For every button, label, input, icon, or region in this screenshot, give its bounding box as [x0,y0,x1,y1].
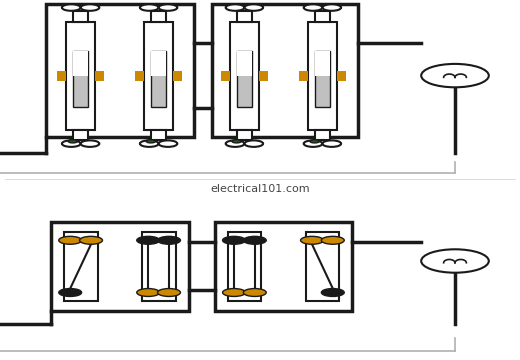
Circle shape [421,64,489,87]
Circle shape [140,140,159,147]
Bar [51,222,189,311]
Circle shape [322,4,341,11]
Circle shape [137,237,160,244]
Circle shape [81,140,99,147]
Bar [315,130,330,140]
Bar [151,51,166,107]
Bar [95,71,104,81]
Bar [144,22,173,130]
Bar [215,222,353,311]
Circle shape [243,289,266,297]
Bar [73,11,88,22]
Circle shape [140,4,159,11]
Circle shape [304,140,322,147]
Bar [67,22,95,130]
Circle shape [137,289,160,297]
Text: electrical101.com: electrical101.com [210,184,310,194]
Circle shape [223,237,245,244]
Bar [151,51,166,76]
Bar [337,71,346,81]
Circle shape [226,140,244,147]
Bar [237,51,252,76]
Bar [173,71,183,81]
Circle shape [158,237,180,244]
Circle shape [243,237,266,244]
Bar [228,232,261,301]
Bar [73,51,88,76]
Circle shape [159,4,177,11]
Circle shape [59,237,82,244]
Circle shape [322,140,341,147]
Circle shape [62,140,81,147]
Bar [259,71,268,81]
Circle shape [59,289,82,297]
Circle shape [321,237,344,244]
Bar [298,71,308,81]
Circle shape [244,140,263,147]
Circle shape [159,140,177,147]
Circle shape [232,140,241,143]
Circle shape [223,289,245,297]
Circle shape [304,4,322,11]
Bar [237,130,252,140]
Circle shape [81,4,99,11]
Bar [306,232,340,301]
Bar [212,4,358,137]
Circle shape [301,237,323,244]
Bar [57,71,67,81]
Bar [73,130,88,140]
Circle shape [146,140,155,143]
Bar [220,71,230,81]
Bar [315,51,330,107]
Bar [237,51,252,107]
Circle shape [62,4,81,11]
Circle shape [244,4,263,11]
Bar [141,232,176,301]
Bar [315,51,330,76]
Bar [135,71,144,81]
Bar [151,11,166,22]
Circle shape [421,249,489,273]
Circle shape [80,237,102,244]
Circle shape [226,4,244,11]
Bar [63,232,98,301]
Bar [151,130,166,140]
Circle shape [68,140,77,143]
Bar [315,11,330,22]
Circle shape [158,289,180,297]
Bar [73,51,88,107]
Bar [308,22,337,130]
Bar [46,4,194,137]
Bar [237,11,252,22]
Circle shape [321,289,344,297]
Bar [230,22,259,130]
Circle shape [310,140,319,143]
